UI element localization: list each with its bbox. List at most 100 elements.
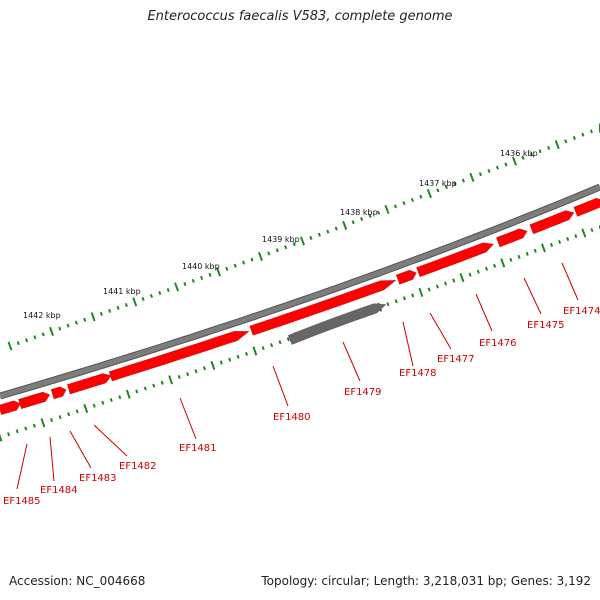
outer-tick <box>158 290 162 296</box>
inner-tick <box>411 293 415 298</box>
gene-label: EF1480 <box>273 412 311 423</box>
outer-tick <box>589 129 594 134</box>
outer-tick <box>342 220 348 230</box>
outer-tick <box>99 311 103 316</box>
accession-text: Accession: NC_004668 <box>9 574 146 588</box>
gene-leader-line <box>342 341 361 382</box>
gene-leader-line <box>49 436 55 482</box>
inner-tick <box>443 281 448 286</box>
outer-tick <box>444 185 448 190</box>
outer-tick <box>504 162 508 167</box>
outer-tick <box>529 152 534 157</box>
outer-tick <box>257 251 263 262</box>
outer-tick <box>402 201 406 206</box>
outer-tick <box>58 326 62 331</box>
outer-tick <box>233 263 237 268</box>
gene-arrow <box>66 373 112 395</box>
inner-tick <box>509 257 513 262</box>
outer-tick <box>554 140 560 150</box>
gene-leader-line <box>523 277 542 315</box>
gene-label: EF1476 <box>479 338 517 349</box>
gene-leader-line <box>402 321 414 367</box>
inner-tick <box>427 287 431 292</box>
gene-leader-line <box>475 293 493 332</box>
inner-tick <box>500 258 506 268</box>
gene-label: EF1484 <box>40 485 78 496</box>
genome-summary-text: Topology: circular; Length: 3,218,031 bp… <box>261 574 591 588</box>
inner-tick <box>270 343 274 348</box>
gene-arrow <box>249 279 397 336</box>
inner-tick <box>168 375 174 385</box>
outer-tick <box>292 242 296 247</box>
outer-tick <box>66 323 70 328</box>
gene-arrow-alt <box>287 303 387 345</box>
inner-tick <box>109 397 113 403</box>
outer-tick <box>49 326 54 337</box>
outer-tick <box>487 168 491 173</box>
outer-tick <box>284 245 288 250</box>
inner-tick <box>40 418 46 428</box>
scale-label: 1442 kbp <box>23 311 61 320</box>
outer-tick <box>208 272 212 277</box>
outer-tick <box>116 305 120 310</box>
inner-tick <box>0 433 3 442</box>
gene-label: EF1482 <box>119 461 157 472</box>
inner-tick <box>549 242 554 247</box>
inner-tick <box>7 432 11 437</box>
outer-tick <box>275 248 279 253</box>
outer-tick <box>453 181 457 186</box>
scale-ticks-inner <box>0 225 600 442</box>
inner-tick <box>143 386 147 391</box>
outer-tick <box>250 257 254 262</box>
outer-tick <box>521 155 525 160</box>
outer-tick <box>33 335 37 340</box>
outer-tick <box>191 278 195 283</box>
inner-tick <box>566 236 570 242</box>
gene-leader-line <box>69 430 92 469</box>
inner-tick <box>261 346 265 351</box>
inner-tick <box>386 302 390 307</box>
gene-arrow <box>108 330 251 382</box>
gene-arrow <box>0 400 21 416</box>
inner-tick <box>402 296 407 301</box>
inner-tick <box>75 409 79 414</box>
outer-tick <box>200 275 204 280</box>
backbone-line <box>0 184 600 399</box>
inner-tick <box>125 389 131 399</box>
gene-label: EF1485 <box>3 496 41 507</box>
inner-tick <box>452 278 456 283</box>
scale-label: 1436 kbp <box>500 149 538 158</box>
gene-arrow <box>495 228 528 248</box>
gene-label: EF1475 <box>527 320 565 331</box>
inner-tick <box>493 263 497 268</box>
outer-tick <box>376 210 381 215</box>
inner-tick <box>160 380 164 385</box>
inner-tick <box>540 243 546 253</box>
inner-tick <box>92 403 96 408</box>
gene-leader-line <box>179 397 197 440</box>
inner-tick <box>32 423 36 428</box>
inner-tick <box>517 254 521 259</box>
outer-tick <box>242 260 246 265</box>
outer-tick <box>384 204 390 215</box>
inner-tick <box>135 389 139 394</box>
inner-tick <box>252 346 258 356</box>
outer-tick <box>141 296 145 302</box>
outer-tick <box>538 149 542 154</box>
outer-tick <box>478 172 482 177</box>
inner-tick <box>418 287 424 298</box>
inner-tick <box>67 412 71 417</box>
outer-tick <box>334 226 338 231</box>
scale-label: 1440 kbp <box>182 262 220 271</box>
gene-label: EF1477 <box>437 354 475 365</box>
gene-leader-line <box>429 312 452 350</box>
gene-features <box>0 197 600 416</box>
scale-label: 1441 kbp <box>103 287 141 296</box>
inner-tick <box>581 228 587 238</box>
outer-tick <box>149 293 154 299</box>
inner-tick <box>177 374 181 380</box>
inner-tick <box>50 417 54 423</box>
outer-tick <box>360 217 364 222</box>
inner-tick <box>459 273 465 283</box>
